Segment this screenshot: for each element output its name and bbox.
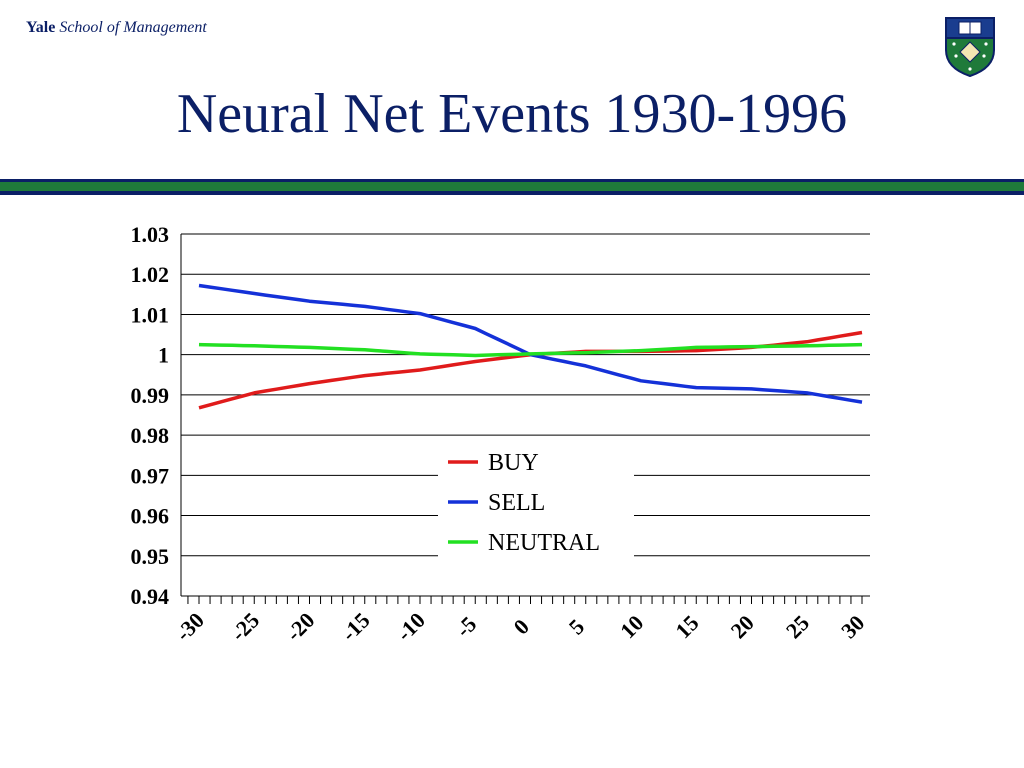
x-tick-label: -10 bbox=[391, 607, 429, 645]
x-tick-label: 30 bbox=[836, 610, 869, 643]
page-title: Neural Net Events 1930-1996 bbox=[176, 83, 848, 145]
x-tick-label: -30 bbox=[170, 607, 208, 645]
y-tick-label: 1 bbox=[158, 343, 169, 368]
x-tick-label: -5 bbox=[451, 611, 482, 642]
y-tick-label: 1.03 bbox=[131, 222, 170, 247]
x-tick-label: 10 bbox=[615, 610, 648, 643]
legend-background bbox=[438, 444, 634, 564]
x-tick-label: -25 bbox=[226, 607, 264, 645]
legend: BUY SELL NEUTRAL bbox=[438, 444, 634, 564]
x-tick-label: -20 bbox=[281, 607, 319, 645]
header-rule-top bbox=[0, 179, 1024, 182]
legend-label-neutral: NEUTRAL bbox=[488, 530, 600, 556]
x-tick-label: 5 bbox=[564, 614, 589, 639]
x-tick-label: 0 bbox=[508, 614, 533, 639]
y-tick-label: 1.02 bbox=[131, 262, 170, 287]
brand-school: School of Management bbox=[59, 19, 207, 36]
y-tick-label: 0.98 bbox=[131, 423, 170, 448]
x-tick-label: 20 bbox=[726, 610, 759, 643]
yale-shield-crest-icon bbox=[945, 17, 995, 78]
brand-yale: Yale bbox=[26, 19, 56, 36]
series-line-buy bbox=[198, 330, 863, 410]
brand-logo-text: Yale School of Management bbox=[26, 19, 207, 37]
y-tick-label: 0.97 bbox=[131, 463, 170, 488]
header-rule-green bbox=[0, 182, 1024, 191]
legend-label-buy: BUY bbox=[488, 450, 539, 476]
x-tick-label: -15 bbox=[336, 607, 374, 645]
x-tick-label: 25 bbox=[781, 610, 814, 643]
legend-label-sell: SELL bbox=[488, 490, 545, 516]
header-rule-bottom bbox=[0, 191, 1024, 195]
y-tick-label: 0.96 bbox=[131, 504, 170, 529]
y-tick-label: 0.94 bbox=[131, 584, 170, 609]
y-tick-label: 1.01 bbox=[131, 302, 170, 327]
y-tick-label: 0.95 bbox=[131, 544, 170, 569]
y-tick-label: 0.99 bbox=[131, 383, 170, 408]
series-line-neutral bbox=[198, 342, 863, 358]
x-tick-label: 15 bbox=[670, 610, 703, 643]
